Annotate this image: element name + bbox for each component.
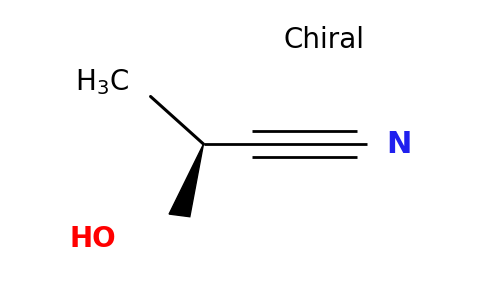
Text: Chiral: Chiral [283,26,364,54]
Text: H$_3$C: H$_3$C [76,67,130,97]
Polygon shape [169,144,203,217]
Text: N: N [386,130,412,159]
Text: HO: HO [70,225,116,253]
